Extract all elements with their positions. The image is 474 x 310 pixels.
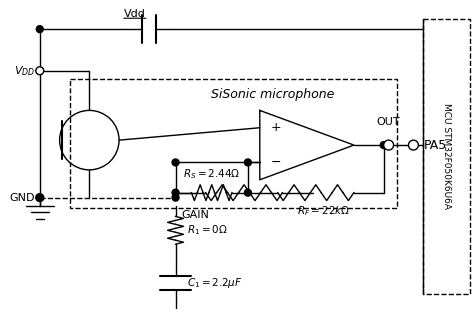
Text: $V_{DD}$: $V_{DD}$ [14,64,35,78]
Circle shape [245,159,251,166]
Circle shape [245,189,251,196]
Text: GAIN: GAIN [182,210,210,219]
Circle shape [36,194,44,202]
Bar [70,79,397,207]
Text: SiSonic microphone: SiSonic microphone [211,88,334,101]
Text: $R_1=0\Omega$: $R_1=0\Omega$ [187,224,228,237]
Text: MCU STM32F050K6U6A: MCU STM32F050K6U6A [442,104,451,210]
Text: PA5: PA5 [423,139,447,152]
Circle shape [36,67,44,75]
Circle shape [172,189,179,196]
Circle shape [409,140,419,150]
Text: Vdd: Vdd [124,9,146,19]
Circle shape [172,159,179,166]
Circle shape [380,142,387,148]
Circle shape [383,140,393,150]
Text: +: + [270,121,281,134]
Text: GND: GND [9,193,35,203]
Circle shape [36,67,43,74]
Bar [423,19,470,294]
Text: $C_1=2.2\mu F$: $C_1=2.2\mu F$ [187,276,243,290]
Circle shape [36,194,43,201]
Circle shape [36,26,43,33]
Text: −: − [270,156,281,169]
Circle shape [172,194,179,201]
Text: $R_S=2.44\Omega$: $R_S=2.44\Omega$ [183,167,240,181]
Text: $R_F=22k\Omega$: $R_F=22k\Omega$ [297,205,350,218]
Text: OUT: OUT [377,117,401,127]
